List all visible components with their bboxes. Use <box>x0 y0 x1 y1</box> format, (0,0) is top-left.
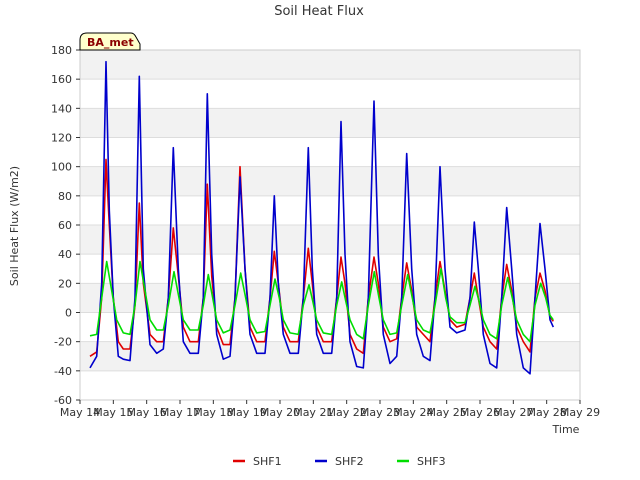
chart-title: Soil Heat Flux <box>274 4 364 19</box>
series-line-shf2 <box>89 60 555 375</box>
x-tick-label: May 14 <box>60 406 100 419</box>
plot-band <box>80 50 580 80</box>
x-tick-label: May 19 <box>227 406 267 419</box>
x-tick-label: May 25 <box>427 406 467 419</box>
x-tick-label: May 23 <box>360 406 400 419</box>
legend: SHF1 SHF2 SHF3 <box>233 455 446 468</box>
legend-label-shf1: SHF1 <box>253 455 282 468</box>
plot-band <box>80 283 580 313</box>
y-tick-label: 160 <box>51 73 72 86</box>
y-tick-label: -40 <box>54 365 72 378</box>
y-tick-label: 0 <box>65 307 72 320</box>
y-tick-label: 120 <box>51 132 72 145</box>
y-tick-label: 20 <box>58 277 72 290</box>
y-tick-label: 60 <box>58 219 72 232</box>
x-tick-label: May 21 <box>293 406 333 419</box>
y-tick-label: 40 <box>58 248 72 261</box>
y-axis-ticks: -60 -40 -20 0 20 40 60 80 100 120 140 160 180 <box>51 44 80 407</box>
x-tick-label: May 28 <box>527 406 567 419</box>
x-tick-label: May 16 <box>127 406 167 419</box>
x-tick-label: May 15 <box>93 406 133 419</box>
plot-band <box>80 341 580 371</box>
y-tick-label: 140 <box>51 102 72 115</box>
series-line-shf3 <box>89 260 554 343</box>
x-tick-label: May 22 <box>327 406 367 419</box>
y-axis-label: Soil Heat Flux (W/m2) <box>8 166 21 286</box>
y-tick-label: -60 <box>54 394 72 407</box>
y-tick-label: 180 <box>51 44 72 57</box>
plot-band <box>80 108 580 138</box>
legend-label-shf2: SHF2 <box>335 455 364 468</box>
x-tick-label: May 18 <box>193 406 233 419</box>
x-tick-label: May 29 <box>560 406 600 419</box>
x-tick-label: May 17 <box>160 406 200 419</box>
legend-label-shf3: SHF3 <box>417 455 446 468</box>
plot-band <box>80 166 580 196</box>
y-tick-label: 100 <box>51 161 72 174</box>
site-badge-label: BA_met <box>87 36 134 49</box>
x-tick-label: May 20 <box>260 406 300 419</box>
x-tick-label: May 26 <box>460 406 500 419</box>
site-badge: BA_met <box>79 32 141 51</box>
y-tick-label: 80 <box>58 190 72 203</box>
x-tick-label: May 24 <box>393 406 433 419</box>
y-tick-label: -20 <box>54 336 72 349</box>
x-tick-label: May 27 <box>493 406 533 419</box>
plot-band <box>80 225 580 255</box>
x-axis-label: Time <box>552 423 580 436</box>
